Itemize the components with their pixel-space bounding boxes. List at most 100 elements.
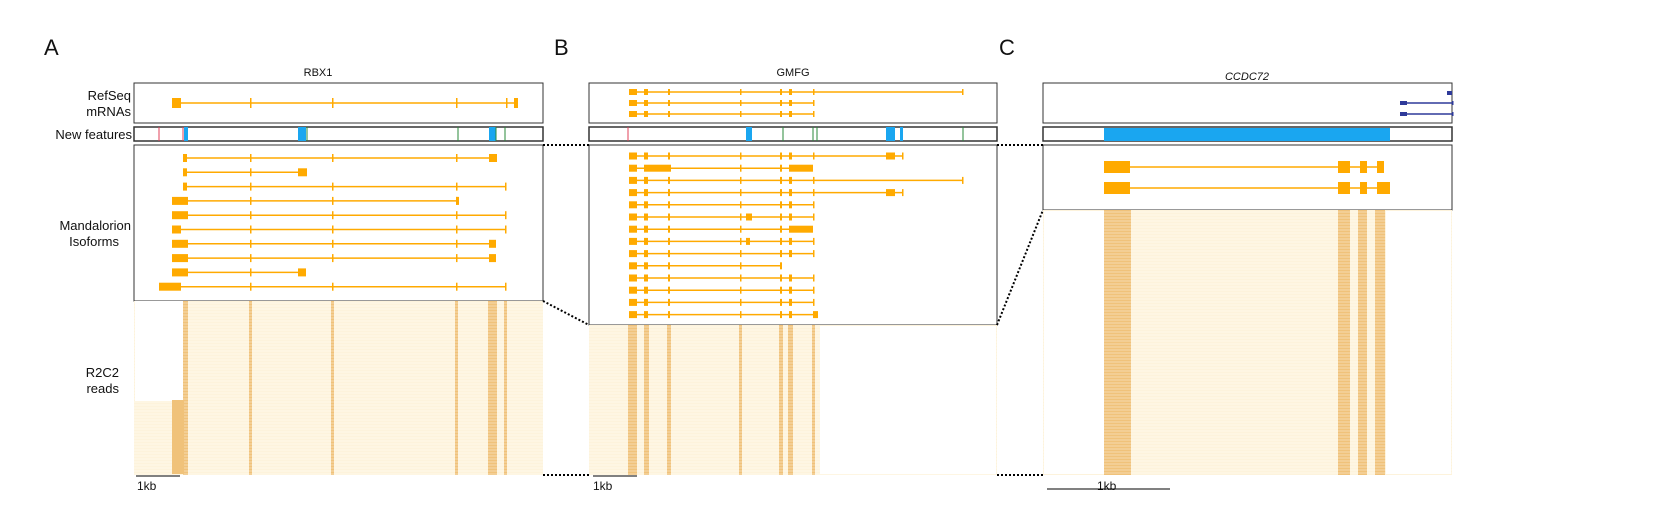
isoform-b-exon [644, 250, 648, 258]
isoform-b-exon [644, 164, 671, 172]
scale-label-a: 1kb [137, 479, 157, 493]
isoform-b-exon [780, 311, 782, 319]
isoform-b-exon [813, 189, 815, 197]
isoform-b-exon [740, 152, 742, 160]
isoform-a-exon [298, 268, 306, 277]
isoform-a-exon [183, 154, 187, 162]
new-exon-b [746, 127, 752, 141]
refseq-track-a [133, 82, 544, 124]
isoform-c-exon [1338, 182, 1350, 194]
reads-a-exon-column [331, 301, 334, 475]
refseq-transcript-b-exon [962, 89, 964, 95]
isoform-b-exon [629, 189, 637, 197]
panel-letter-a: A [44, 35, 59, 60]
refseq-transcript-a-exon [506, 98, 508, 108]
isoform-b-exon [668, 250, 670, 258]
new-exon-a [489, 127, 496, 141]
refseq-transcript-b-exon [780, 100, 782, 106]
isoform-b-exon [780, 237, 782, 245]
refseq-transcript-b-exon [740, 89, 742, 95]
isoform-a-exon [505, 211, 507, 220]
isoform-a-exon [250, 182, 252, 191]
new-exon-c [1104, 128, 1390, 141]
isoform-a-exon [250, 196, 252, 205]
isoform-a-exon [332, 254, 334, 263]
refseq-transcript-a-exon [172, 98, 181, 108]
isoform-b-exon [746, 213, 752, 221]
isoform-b-exon [813, 176, 815, 184]
reads-b-exon-column [644, 325, 649, 475]
isoform-b-exon [740, 311, 742, 319]
refseq-transcript-c-exon [1400, 112, 1407, 116]
isoform-b-exon [668, 213, 670, 221]
reads-a-exon-column [455, 301, 458, 475]
reads-a-exon-column [249, 301, 252, 475]
refseq-transcript-b-exon [780, 111, 782, 117]
isoforms-track-b [588, 144, 998, 326]
refseq-transcript-b-exon [813, 100, 815, 106]
isoform-b-exon [644, 176, 648, 184]
reads-c-exon-column [1338, 210, 1350, 475]
track-label-refseq-2: mRNAs [86, 104, 131, 119]
isoform-b-exon [886, 189, 895, 197]
panel-letter-b: B [554, 35, 569, 60]
isoform-b-exon [962, 176, 964, 184]
isoform-b-exon [644, 213, 648, 221]
isoform-b-exon [789, 213, 792, 221]
isoform-b-exon [668, 311, 670, 319]
isoform-b-exon [629, 213, 637, 221]
isoform-b-exon [644, 225, 648, 233]
isoform-a-exon [250, 239, 252, 248]
scale-label-c: 1kb [1097, 479, 1117, 493]
isoform-b-exon [740, 298, 742, 306]
isoform-b-exon [668, 274, 670, 282]
isoform-b-exon [789, 274, 792, 282]
isoform-b-exon [644, 298, 648, 306]
isoform-b-exon [746, 237, 750, 245]
isoform-a-exon [183, 182, 187, 191]
isoform-a-exon [456, 182, 458, 191]
isoform-b-exon [644, 189, 648, 197]
isoform-b-exon [740, 225, 742, 233]
refseq-transcript-b-exon [789, 111, 792, 117]
isoform-b-exon [644, 201, 648, 209]
isoform-a-exon [332, 239, 334, 248]
isoform-b-exon [668, 237, 670, 245]
isoform-b-exon [813, 298, 815, 306]
refseq-transcript-a-exon [250, 98, 252, 108]
isoform-a-exon [250, 168, 252, 177]
reads-a-long-start [172, 400, 184, 474]
isoform-b-exon [629, 176, 637, 184]
isoform-a-exon [456, 225, 458, 234]
isoform-a-exon [332, 211, 334, 220]
refseq-transcript-b-exon [629, 100, 637, 106]
isoform-b-exon [644, 262, 648, 270]
isoform-b-exon [780, 201, 782, 209]
refseq-transcript-b-exon [644, 89, 648, 95]
refseq-transcript-a-exon [514, 98, 518, 108]
isoform-b-exon [813, 237, 815, 245]
refseq-transcript-b-exon [813, 111, 815, 117]
isoform-b-exon [780, 298, 782, 306]
isoform-a-exon [456, 239, 458, 248]
new-features-track-a [133, 126, 544, 142]
panel-letter-c: C [999, 35, 1015, 60]
isoform-c-exon [1338, 161, 1350, 173]
isoform-b-exon [629, 298, 637, 306]
isoform-a-exon [456, 282, 458, 291]
reads-b-exon-column [739, 325, 742, 475]
isoform-a-exon [172, 268, 188, 277]
isoform-c-exon [1377, 161, 1384, 173]
isoform-b-exon [780, 189, 782, 197]
isoform-b-exon [789, 176, 792, 184]
isoform-a-exon [489, 254, 496, 263]
refseq-track-b [588, 82, 998, 124]
reads-a-blank [135, 301, 183, 401]
track-label-reads-2: reads [86, 381, 119, 396]
reads-b-sparse [820, 326, 996, 474]
isoform-b-exon [740, 189, 742, 197]
isoform-b-exon [813, 213, 815, 221]
isoform-b-exon [668, 176, 670, 184]
isoform-a-exon [505, 225, 507, 234]
